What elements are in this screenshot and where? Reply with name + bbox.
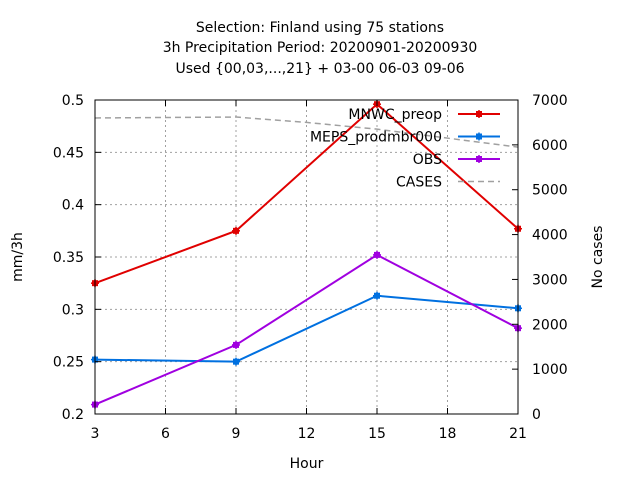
series-line [94,102,519,285]
y-tick-label: 0.5 [62,93,84,109]
ticks: 3 6 9 12 15 18 21 0.2 0.25 0.3 0.35 0.4 0.45 0.5 0 1000… [53,93,568,442]
y2-tick-label: 5000 [532,183,568,199]
series-line [94,116,519,148]
y2-axis-label: No cases [590,226,606,289]
x-tick-label: 6 [161,426,170,442]
y-tick-label: 0.3 [62,302,84,318]
chart-title-line-2: 3h Precipitation Period: 20200901-202009… [162,40,478,56]
legend-entry-label: MNWC_preop [348,107,442,123]
legend-entry-label: MEPS_prodmbr000 [310,130,442,146]
x-tick-label: 15 [368,426,386,442]
y2-tick-label: 2000 [532,317,568,333]
y-axis-label: mm/3h [10,232,26,282]
y-tick-label: 0.2 [62,407,84,423]
y2-tick-label: 1000 [532,362,568,378]
x-tick-label: 12 [298,426,316,442]
y2-tick-label: 3000 [532,272,568,288]
legend-entry-label: OBS [413,152,442,168]
x-axis-label: Hour [290,456,324,472]
x-tick-label: 21 [509,426,527,442]
series-meps-prodmbr000 [91,291,522,366]
y-tick-label: 0.4 [62,198,84,214]
y2-tick-label: 4000 [532,228,568,244]
x-tick-label: 9 [232,426,241,442]
chart-title-line-1: Selection: Finland using 75 stations [195,20,445,36]
legend-entry-label: CASES [396,175,442,191]
grid [95,100,518,414]
y-tick-label: 0.35 [53,250,84,266]
series-mnwc-preop [91,100,522,288]
series-line [94,294,519,363]
series-line [94,253,519,406]
y2-tick-label: 6000 [532,138,568,154]
chart-title-line-3: Used {00,03,...,21} + 03-00 06-03 09-06 [175,61,465,77]
x-tick-label: 18 [439,426,457,442]
y2-tick-label: 0 [532,407,541,423]
x-tick-label: 3 [91,426,100,442]
series-cases [94,116,519,148]
y-tick-label: 0.25 [53,355,84,371]
legend: MNWC_preop MEPS_prodmbr000 OBS CASES [310,107,500,191]
y-tick-label: 0.45 [53,145,84,161]
y2-tick-label: 7000 [532,93,568,109]
